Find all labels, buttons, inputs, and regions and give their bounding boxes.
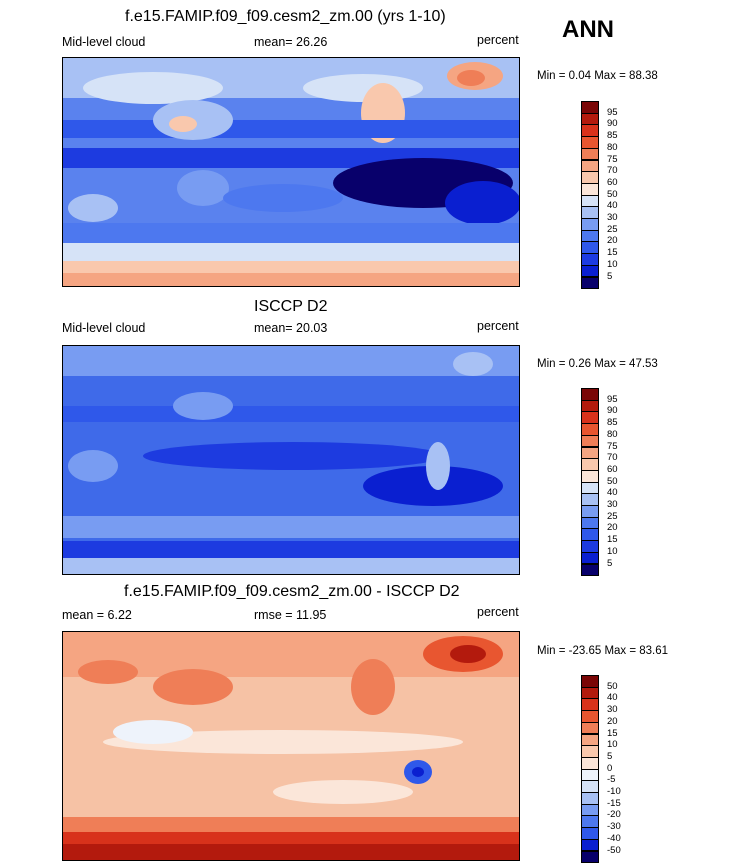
colorbar-tick-label: 25 — [607, 510, 618, 522]
colorbar-tick-label: 85 — [607, 417, 618, 429]
colorbar-tick-label: 10 — [607, 545, 618, 557]
panel-2-map — [62, 345, 520, 575]
colorbar-tick-label: 70 — [607, 165, 618, 177]
colorbar-tick-label: 40 — [607, 200, 618, 212]
colorbar-tick-label: 95 — [607, 106, 618, 118]
panel-3-rmse-label: rmse = 11.95 — [254, 608, 327, 622]
colorbar-tick-label: 95 — [607, 393, 618, 405]
colorbar-tick-label: 5 — [607, 750, 613, 762]
colorbar-swatch — [581, 850, 599, 864]
colorbar-tick-label: 10 — [607, 258, 618, 270]
colorbar-tick-label: 90 — [607, 118, 618, 130]
colorbar-tick-label: 70 — [607, 452, 618, 464]
colorbar-tick-label: 75 — [607, 440, 618, 452]
panel-2-title: ISCCP D2 — [254, 298, 328, 315]
colorbar-tick-label: 15 — [607, 247, 618, 259]
colorbar-tick-label: 80 — [607, 141, 618, 153]
panel-1-map — [62, 57, 520, 287]
colorbar-tick-label: 50 — [607, 475, 618, 487]
colorbar-tick-label: 75 — [607, 153, 618, 165]
panel-1-minmax: Min = 0.04 Max = 88.38 — [537, 70, 658, 82]
panel-3-title: f.e15.FAMIP.f09_f09.cesm2_zm.00 - ISCCP … — [124, 583, 460, 600]
colorbar-tick-label: 80 — [607, 428, 618, 440]
panel-3-units: percent — [477, 605, 519, 619]
panel-2-units: percent — [477, 319, 519, 333]
colorbar-tick-label: -40 — [607, 832, 621, 844]
colorbar-tick-label: 40 — [607, 487, 618, 499]
colorbar-tick-label: -50 — [607, 844, 621, 856]
colorbar-swatch — [581, 563, 599, 577]
colorbar-tick-label: 30 — [607, 212, 618, 223]
colorbar-tick-label: 50 — [607, 680, 618, 692]
panel-3-field — [63, 632, 519, 860]
colorbar-tick-label: 90 — [607, 405, 618, 417]
colorbar-tick-label: 10 — [607, 739, 618, 751]
colorbar-tick-label: 85 — [607, 130, 618, 142]
colorbar-tick-label: 20 — [607, 235, 618, 247]
panel-3-mean-label: mean = 6.22 — [62, 608, 132, 622]
colorbar-tick-label: -30 — [607, 821, 621, 833]
colorbar-tick-label: -5 — [607, 774, 616, 786]
panel-2-mean-label: mean= 20.03 — [254, 321, 328, 335]
panel-2-variable-label: Mid-level cloud — [62, 321, 146, 335]
panel-2-minmax: Min = 0.26 Max = 47.53 — [537, 358, 658, 370]
panel-3-map — [62, 631, 520, 861]
colorbar-tick-label: 15 — [607, 727, 618, 739]
panel-3-minmax: Min = -23.65 Max = 83.61 — [537, 645, 669, 657]
colorbar-tick-label: 30 — [607, 704, 618, 716]
colorbar-tick-label: 15 — [607, 534, 618, 546]
panel-1-title: f.e15.FAMIP.f09_f09.cesm2_zm.00 (yrs 1-1… — [125, 8, 446, 25]
colorbar-tick-label: 5 — [607, 557, 613, 569]
colorbar-tick-label: 5 — [607, 270, 613, 282]
panel-1-variable-label: Mid-level cloud — [62, 35, 146, 49]
season-label: ANN — [562, 16, 614, 43]
colorbar-swatch — [581, 276, 599, 290]
colorbar-tick-label: 25 — [607, 223, 618, 235]
colorbar-tick-label: 60 — [607, 176, 618, 188]
panel-1-units: percent — [477, 33, 519, 47]
panel-2-field — [63, 346, 519, 574]
colorbar-tick-label: 20 — [607, 715, 618, 727]
colorbar-tick-label: -10 — [607, 786, 621, 797]
colorbar-tick-label: 50 — [607, 188, 618, 200]
panel-1-mean-label: mean= 26.26 — [254, 35, 328, 49]
colorbar-tick-label: 20 — [607, 522, 618, 534]
panel-1-field — [63, 58, 519, 286]
colorbar-tick-label: 60 — [607, 463, 618, 475]
colorbar-tick-label: 40 — [607, 692, 618, 704]
colorbar-tick-label: 30 — [607, 499, 618, 510]
colorbar-tick-label: -15 — [607, 797, 621, 809]
colorbar-tick-label: -20 — [607, 809, 621, 821]
colorbar-tick-label: 0 — [607, 762, 613, 774]
